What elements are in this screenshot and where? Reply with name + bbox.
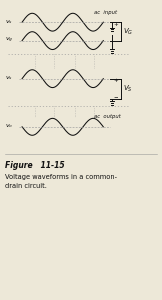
Text: Voltage waveforms in a common-: Voltage waveforms in a common- <box>5 174 117 180</box>
Text: $v_o$: $v_o$ <box>5 122 13 130</box>
Text: $v_g$: $v_g$ <box>5 35 13 45</box>
Text: $v_s$: $v_s$ <box>5 74 12 82</box>
Text: +: + <box>113 78 118 83</box>
Text: −: − <box>113 94 118 99</box>
Text: Figure   11-15: Figure 11-15 <box>5 161 64 170</box>
Text: drain circuit.: drain circuit. <box>5 183 46 189</box>
Text: ac  output: ac output <box>94 114 121 119</box>
Text: $v_s$: $v_s$ <box>5 18 12 26</box>
Text: $V_S$: $V_S$ <box>123 84 133 94</box>
Text: ac  input: ac input <box>94 10 117 15</box>
Text: +: + <box>113 22 118 27</box>
Text: $V_G$: $V_G$ <box>123 26 133 37</box>
